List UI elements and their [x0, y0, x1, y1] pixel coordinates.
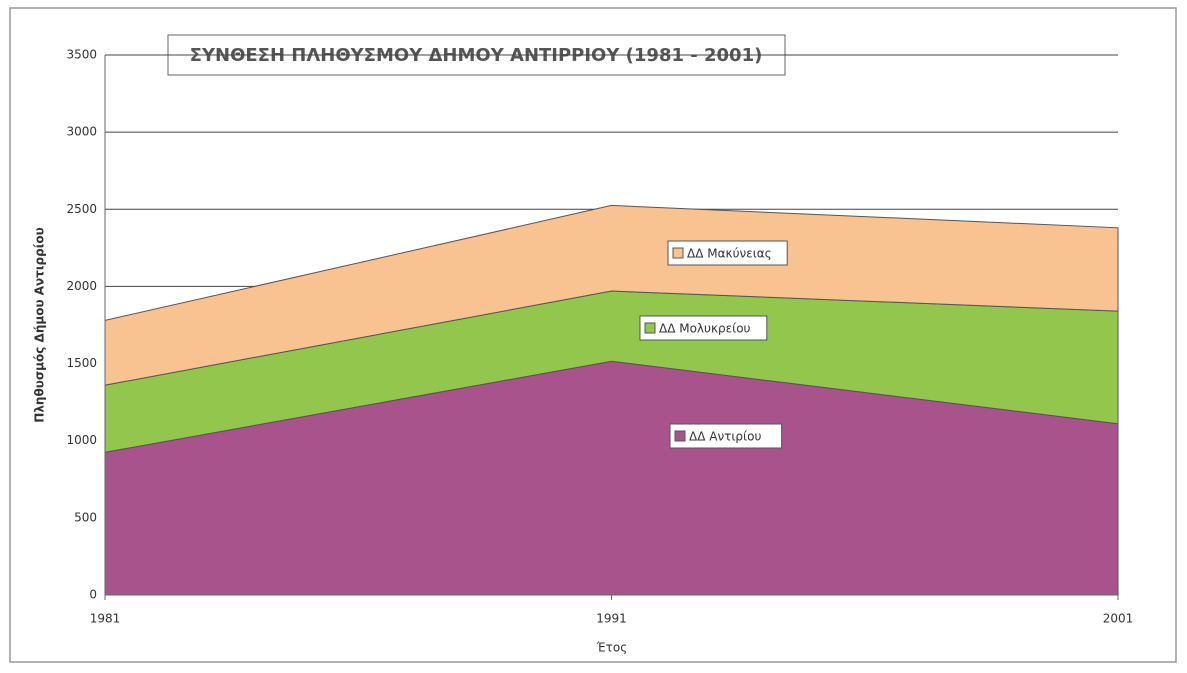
legend-swatch	[644, 322, 656, 334]
y-tick-label: 3500	[66, 48, 97, 62]
y-tick-label: 2000	[66, 279, 97, 293]
x-tick-label: 1981	[90, 612, 121, 626]
y-tick-label: 500	[74, 510, 97, 524]
x-tick-label: 1991	[596, 612, 627, 626]
y-tick-label: 1000	[66, 433, 97, 447]
legend-item: ΔΔ Μολυκρείου	[639, 315, 768, 341]
legend-label: ΔΔ Αντιρίου	[689, 430, 761, 444]
x-axis-label: Έτος	[596, 641, 628, 655]
legend-swatch	[672, 247, 684, 259]
legend-label: ΔΔ Μολυκρείου	[659, 322, 751, 336]
y-tick-label: 1500	[66, 356, 97, 370]
y-tick-label: 3000	[66, 125, 97, 139]
legend-item: ΔΔ Μακύνειας	[667, 240, 788, 266]
x-tick-label: 2001	[1103, 612, 1134, 626]
legend-box	[667, 240, 788, 266]
y-tick-label: 2500	[66, 202, 97, 216]
y-tick-label: 0	[89, 588, 97, 602]
legend-swatch	[674, 430, 686, 442]
legend-label: ΔΔ Μακύνειας	[687, 247, 772, 261]
y-axis-label: Πληθυσμός Δήμου Αντιρρίου	[33, 227, 47, 422]
legend-box	[639, 315, 768, 341]
legend-item: ΔΔ Αντιρίου	[669, 423, 783, 449]
legend-box	[669, 423, 783, 449]
